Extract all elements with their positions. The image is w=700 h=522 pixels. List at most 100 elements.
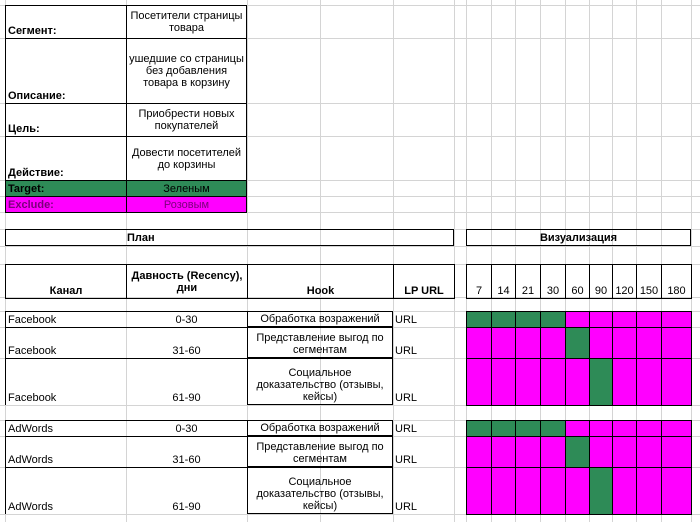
viz-day-header: 7 bbox=[466, 264, 492, 299]
plan-row-hook[interactable]: Представление выгод по сегментам bbox=[247, 436, 393, 467]
plan-row-lp-url[interactable]: URL bbox=[395, 345, 418, 357]
viz-cell-exclude[interactable] bbox=[515, 327, 541, 359]
viz-cell-target[interactable] bbox=[491, 420, 516, 437]
viz-cell-target[interactable] bbox=[466, 311, 492, 328]
viz-cell-exclude[interactable] bbox=[515, 467, 541, 515]
viz-cell-exclude[interactable] bbox=[540, 467, 566, 515]
plan-row-hook[interactable]: Социальное доказательство (отзывы, кейсы… bbox=[247, 467, 393, 514]
viz-cell-exclude[interactable] bbox=[661, 467, 692, 515]
viz-cell-exclude[interactable] bbox=[466, 436, 492, 468]
plan-row-channel[interactable]: Facebook bbox=[5, 327, 126, 358]
plan-row-lp-url[interactable]: URL bbox=[395, 314, 418, 326]
plan-row-hook[interactable]: Представление выгод по сегментам bbox=[247, 327, 393, 358]
description-value[interactable]: ушедшие со страницы без добавления товар… bbox=[126, 38, 247, 104]
gridline-horizontal bbox=[0, 180, 700, 181]
viz-day-header: 150 bbox=[636, 264, 662, 299]
viz-cell-target[interactable] bbox=[565, 436, 590, 468]
viz-cell-exclude[interactable] bbox=[491, 358, 516, 406]
plan-row-recency[interactable]: 31-60 bbox=[126, 436, 247, 467]
plan-row-recency[interactable]: 0-30 bbox=[126, 311, 247, 327]
plan-row-channel[interactable]: AdWords bbox=[5, 467, 126, 514]
segment-value[interactable]: Посетители страницы товара bbox=[126, 5, 247, 39]
viz-cell-exclude[interactable] bbox=[612, 311, 637, 328]
goal-value[interactable]: Приобрести новых покупателей bbox=[126, 103, 247, 137]
plan-row-lp-url[interactable]: URL bbox=[395, 454, 418, 466]
viz-cell-target[interactable] bbox=[491, 311, 516, 328]
viz-cell-exclude[interactable] bbox=[612, 327, 637, 359]
viz-cell-target[interactable] bbox=[540, 420, 566, 437]
viz-cell-exclude[interactable] bbox=[565, 467, 590, 515]
viz-cell-exclude[interactable] bbox=[636, 327, 662, 359]
viz-cell-exclude[interactable] bbox=[589, 436, 613, 468]
gridline-horizontal bbox=[0, 297, 700, 298]
plan-row-recency[interactable]: 61-90 bbox=[126, 467, 247, 514]
viz-cell-exclude[interactable] bbox=[540, 327, 566, 359]
viz-cell-exclude[interactable] bbox=[661, 420, 692, 437]
plan-row-channel[interactable]: AdWords bbox=[5, 436, 126, 467]
viz-cell-exclude[interactable] bbox=[661, 311, 692, 328]
viz-cell-target[interactable] bbox=[589, 358, 613, 406]
viz-cell-exclude[interactable] bbox=[491, 436, 516, 468]
viz-cell-exclude[interactable] bbox=[491, 467, 516, 515]
plan-row-hook[interactable]: Обработка возражений bbox=[247, 311, 393, 327]
description-label: Описание: bbox=[5, 38, 127, 104]
viz-cell-target[interactable] bbox=[466, 420, 492, 437]
plan-row-recency[interactable]: 0-30 bbox=[126, 420, 247, 436]
viz-cell-exclude[interactable] bbox=[515, 436, 541, 468]
viz-cell-exclude[interactable] bbox=[589, 327, 613, 359]
viz-cell-exclude[interactable] bbox=[661, 327, 692, 359]
viz-cell-exclude[interactable] bbox=[466, 327, 492, 359]
viz-cell-target[interactable] bbox=[540, 311, 566, 328]
plan-row-lp-url[interactable]: URL bbox=[395, 501, 418, 513]
viz-cell-target[interactable] bbox=[589, 467, 613, 515]
plan-row-recency[interactable]: 61-90 bbox=[126, 358, 247, 405]
plan-row-channel[interactable]: Facebook bbox=[5, 358, 126, 405]
viz-cell-exclude[interactable] bbox=[466, 467, 492, 515]
viz-cell-exclude[interactable] bbox=[636, 420, 662, 437]
exclude-value[interactable]: Розовым bbox=[126, 196, 247, 213]
viz-cell-exclude[interactable] bbox=[540, 436, 566, 468]
plan-row-recency[interactable]: 31-60 bbox=[126, 327, 247, 358]
plan-row-hook[interactable]: Социальное доказательство (отзывы, кейсы… bbox=[247, 358, 393, 405]
viz-cell-target[interactable] bbox=[565, 327, 590, 359]
action-value[interactable]: Довести посетителей до корзины bbox=[126, 136, 247, 181]
viz-cell-exclude[interactable] bbox=[589, 420, 613, 437]
target-value[interactable]: Зеленым bbox=[126, 180, 247, 197]
gridline-vertical bbox=[5, 0, 6, 522]
plan-row-hook[interactable]: Обработка возражений bbox=[247, 420, 393, 436]
viz-cell-exclude[interactable] bbox=[565, 358, 590, 406]
viz-cell-exclude[interactable] bbox=[636, 311, 662, 328]
plan-row-lp-url[interactable]: URL bbox=[395, 392, 418, 404]
viz-cell-exclude[interactable] bbox=[491, 327, 516, 359]
viz-cell-exclude[interactable] bbox=[661, 436, 692, 468]
plan-row-channel[interactable]: AdWords bbox=[5, 420, 126, 436]
viz-day-header: 30 bbox=[540, 264, 566, 299]
viz-cell-exclude[interactable] bbox=[636, 467, 662, 515]
plan-row-channel[interactable]: Facebook bbox=[5, 311, 126, 327]
viz-cell-exclude[interactable] bbox=[612, 420, 637, 437]
viz-cell-exclude[interactable] bbox=[466, 358, 492, 406]
gridline-vertical bbox=[126, 0, 127, 522]
viz-cell-exclude[interactable] bbox=[612, 436, 637, 468]
viz-cell-target[interactable] bbox=[515, 311, 541, 328]
plan-row-lp-url[interactable]: URL bbox=[395, 423, 418, 435]
gridline-horizontal bbox=[0, 196, 700, 197]
gridline-horizontal bbox=[0, 136, 700, 137]
viz-cell-exclude[interactable] bbox=[636, 358, 662, 406]
viz-cell-exclude[interactable] bbox=[565, 420, 590, 437]
gridline-vertical bbox=[491, 0, 492, 522]
viz-cell-target[interactable] bbox=[515, 420, 541, 437]
viz-cell-exclude[interactable] bbox=[515, 358, 541, 406]
viz-cell-exclude[interactable] bbox=[565, 311, 590, 328]
header-recency: Давность (Recency), дни bbox=[126, 264, 248, 299]
viz-cell-exclude[interactable] bbox=[661, 358, 692, 406]
gridline-vertical bbox=[466, 0, 467, 522]
header-hook: Hook bbox=[247, 264, 394, 299]
viz-cell-exclude[interactable] bbox=[589, 311, 613, 328]
gridline-vertical bbox=[612, 0, 613, 522]
viz-cell-exclude[interactable] bbox=[612, 358, 637, 406]
gridline-horizontal bbox=[0, 38, 700, 39]
viz-cell-exclude[interactable] bbox=[636, 436, 662, 468]
viz-cell-exclude[interactable] bbox=[612, 467, 637, 515]
viz-cell-exclude[interactable] bbox=[540, 358, 566, 406]
